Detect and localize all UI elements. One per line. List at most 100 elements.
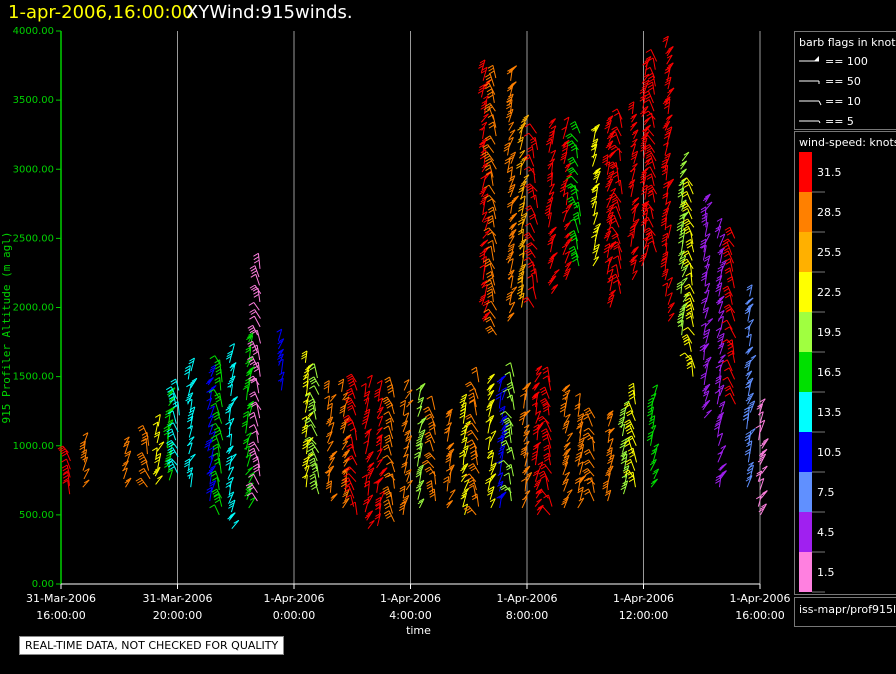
barb-shaft — [278, 353, 284, 366]
barb-feather — [330, 394, 337, 398]
barb-feather — [503, 145, 510, 149]
barb-feather — [549, 235, 555, 240]
barb-shaft — [577, 212, 581, 225]
barb-feather — [606, 449, 613, 454]
barb-feather — [164, 414, 171, 419]
barb-feather — [681, 303, 687, 308]
barb-shaft — [126, 450, 132, 463]
barb-shaft — [388, 510, 395, 523]
barb-feather — [564, 471, 570, 476]
barb-shaft — [746, 461, 754, 471]
barb-feather — [364, 430, 371, 435]
barb-feather — [508, 232, 515, 237]
barb-feather — [139, 470, 146, 475]
barb-feather — [683, 151, 690, 156]
barb-feather — [383, 499, 389, 503]
barb-feather — [631, 153, 638, 158]
barb-shaft — [364, 428, 372, 438]
barb-feather — [646, 173, 652, 178]
barb-feather — [348, 380, 354, 385]
barb-feather — [685, 272, 692, 277]
barb-feather — [308, 398, 314, 403]
barb-feather — [549, 228, 556, 233]
barb-feather — [527, 286, 534, 291]
barb-feather — [154, 459, 160, 464]
barb-feather — [541, 399, 547, 404]
barb-shaft — [217, 452, 221, 466]
barb-feather — [167, 441, 173, 446]
barb-shaft — [523, 430, 531, 442]
barb-feather — [682, 336, 689, 340]
barb-feather — [706, 409, 712, 414]
barb-feather — [704, 399, 711, 404]
barb-feather — [612, 171, 618, 176]
barb-feather — [484, 73, 491, 78]
barb-feather — [245, 482, 252, 487]
barb-shaft — [633, 383, 636, 397]
barb-feather — [702, 221, 709, 226]
barb-shaft — [508, 109, 514, 123]
barb-shaft — [168, 469, 174, 481]
barb-feather — [516, 164, 522, 169]
barb-feather — [406, 435, 412, 440]
barb-feather — [460, 431, 466, 436]
barb-feather — [215, 368, 222, 373]
barb-shaft — [376, 427, 383, 436]
barb-feather — [246, 432, 252, 437]
barb-feather — [620, 407, 626, 412]
barb-shaft — [579, 461, 584, 475]
barb-feather — [649, 418, 655, 423]
barb-feather — [583, 469, 590, 474]
barb-shaft — [254, 391, 260, 402]
barb-feather — [714, 426, 720, 431]
barb-feather — [465, 420, 471, 425]
barb-shaft — [632, 207, 637, 222]
barb-feather — [612, 241, 618, 246]
barb-feather — [209, 482, 215, 487]
barb-shaft — [631, 143, 637, 156]
barb-feather — [575, 392, 581, 397]
barb-shaft — [607, 256, 614, 267]
barb-shaft — [364, 390, 371, 405]
barb-shaft — [448, 464, 455, 476]
barb-feather — [665, 129, 672, 133]
barb-feather — [550, 118, 556, 123]
barb-shaft — [519, 136, 524, 151]
barb-feather — [376, 380, 383, 384]
barb-feather — [707, 318, 713, 322]
barb-shaft — [228, 476, 234, 488]
barb-feather — [309, 385, 315, 390]
barb-shaft — [729, 227, 736, 239]
barb-feather — [592, 184, 599, 189]
barb-feather — [590, 146, 597, 151]
barb-shaft — [579, 486, 584, 500]
barb-shaft — [547, 158, 556, 170]
barb-feather — [468, 399, 475, 404]
barb-feather — [610, 273, 617, 278]
barb-feather — [592, 127, 598, 132]
barb-shaft — [681, 151, 690, 162]
barb-feather — [645, 145, 651, 150]
barb-column — [714, 217, 728, 488]
barb-feather — [485, 170, 492, 175]
barb-shaft — [667, 302, 675, 314]
barb-feather — [632, 270, 638, 274]
barb-shaft — [593, 201, 597, 217]
barb-feather — [252, 351, 259, 356]
barb-feather — [576, 451, 582, 456]
barb-feather — [562, 423, 569, 427]
barb-shaft — [650, 232, 655, 245]
barb-feather — [647, 161, 653, 165]
barb-feather — [568, 168, 574, 173]
barb-feather — [483, 95, 489, 100]
barb-feather — [480, 105, 487, 110]
barb-column — [574, 392, 587, 509]
barb-column — [646, 384, 660, 488]
barb-feather — [228, 445, 234, 450]
barb-feather — [725, 261, 731, 265]
speed-color-swatch — [799, 512, 812, 552]
barb-feather — [720, 445, 727, 449]
barb-feather — [539, 386, 546, 391]
barb-shaft — [83, 468, 90, 480]
barb-feather — [460, 467, 466, 472]
